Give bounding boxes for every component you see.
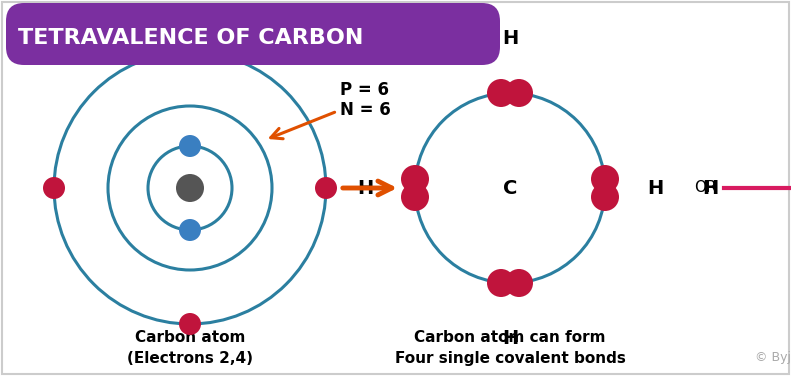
Circle shape <box>315 177 337 199</box>
Circle shape <box>179 135 201 157</box>
FancyBboxPatch shape <box>6 3 500 65</box>
Text: © Byjus.com: © Byjus.com <box>755 352 791 364</box>
Circle shape <box>179 41 201 63</box>
Text: OR: OR <box>694 180 717 196</box>
Circle shape <box>487 79 515 107</box>
Circle shape <box>176 174 204 202</box>
Circle shape <box>401 165 429 193</box>
Circle shape <box>505 269 533 297</box>
Text: H: H <box>501 329 518 347</box>
Text: Carbon atom can form
Four single covalent bonds: Carbon atom can form Four single covalen… <box>395 330 626 366</box>
Text: e.g. CH$_4$(Methane): e.g. CH$_4$(Methane) <box>0 375 1 376</box>
Text: H: H <box>357 179 373 197</box>
Circle shape <box>179 219 201 241</box>
Text: TETRAVALENCE OF CARBON: TETRAVALENCE OF CARBON <box>18 28 363 48</box>
Circle shape <box>401 183 429 211</box>
Text: Carbon atom
(Electrons 2,4): Carbon atom (Electrons 2,4) <box>127 330 253 366</box>
Circle shape <box>591 183 619 211</box>
Text: H: H <box>647 179 663 197</box>
Circle shape <box>505 79 533 107</box>
Text: H: H <box>702 179 718 197</box>
Circle shape <box>179 313 201 335</box>
Circle shape <box>487 269 515 297</box>
Text: H: H <box>501 29 518 47</box>
Text: C: C <box>503 179 517 197</box>
Text: P = 6
N = 6: P = 6 N = 6 <box>271 80 391 139</box>
Circle shape <box>43 177 65 199</box>
Circle shape <box>591 165 619 193</box>
